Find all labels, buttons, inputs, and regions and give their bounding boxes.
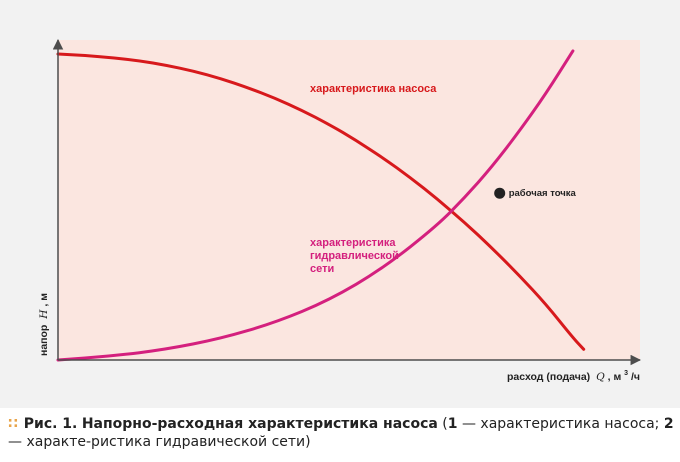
y-axis-label-prefix: напор [38,325,50,356]
network-series-label-line2: гидравлической [310,250,399,262]
caption-item-2-number: 2 [663,416,674,432]
x-axis-label-unit-post: /ч [631,371,640,383]
caption-item-1-text: — характеристика насоса; [457,416,664,432]
x-axis-label-symbol: Q [596,371,605,383]
figure-caption: ∷ Рис. 1. Напорно-расходная характеристик… [8,415,676,451]
x-axis-label: расход (подача) Q , м 3 /ч [507,366,640,383]
x-axis-label-prefix: расход (подача) [507,371,590,383]
network-series-label-line1: характеристика [310,237,396,249]
chart-area: характеристика насоса характеристика гид… [0,0,680,408]
network-curve [56,49,575,362]
caption-item-1-number: 1 [447,416,458,432]
x-axis-label-unit: , м [608,371,622,383]
chart: характеристика насоса характеристика гид… [38,38,642,383]
x-axis-label-sup: 3 [624,370,628,377]
caption-title: Напорно-расходная характеристика насоса [81,416,438,432]
caption-item-2-text: — характе-ристика гидравической сети) [8,434,311,450]
network-series-label-line3: сети [310,263,334,275]
operating-point-label: рабочая точка [509,188,577,199]
plot-background [58,40,640,360]
caption-bullet-icon: ∷ [8,416,18,432]
caption-open: ( [437,416,448,432]
pump-curve [56,52,586,351]
y-axis-label: напор H , м [38,293,50,356]
pump-series-label: характеристика насоса [310,83,437,95]
caption-prefix: Рис. 1. [23,416,78,432]
y-axis-label-symbol: H [38,309,50,320]
y-axis-label-unit: , м [38,293,50,307]
operating-point-marker [494,187,506,199]
